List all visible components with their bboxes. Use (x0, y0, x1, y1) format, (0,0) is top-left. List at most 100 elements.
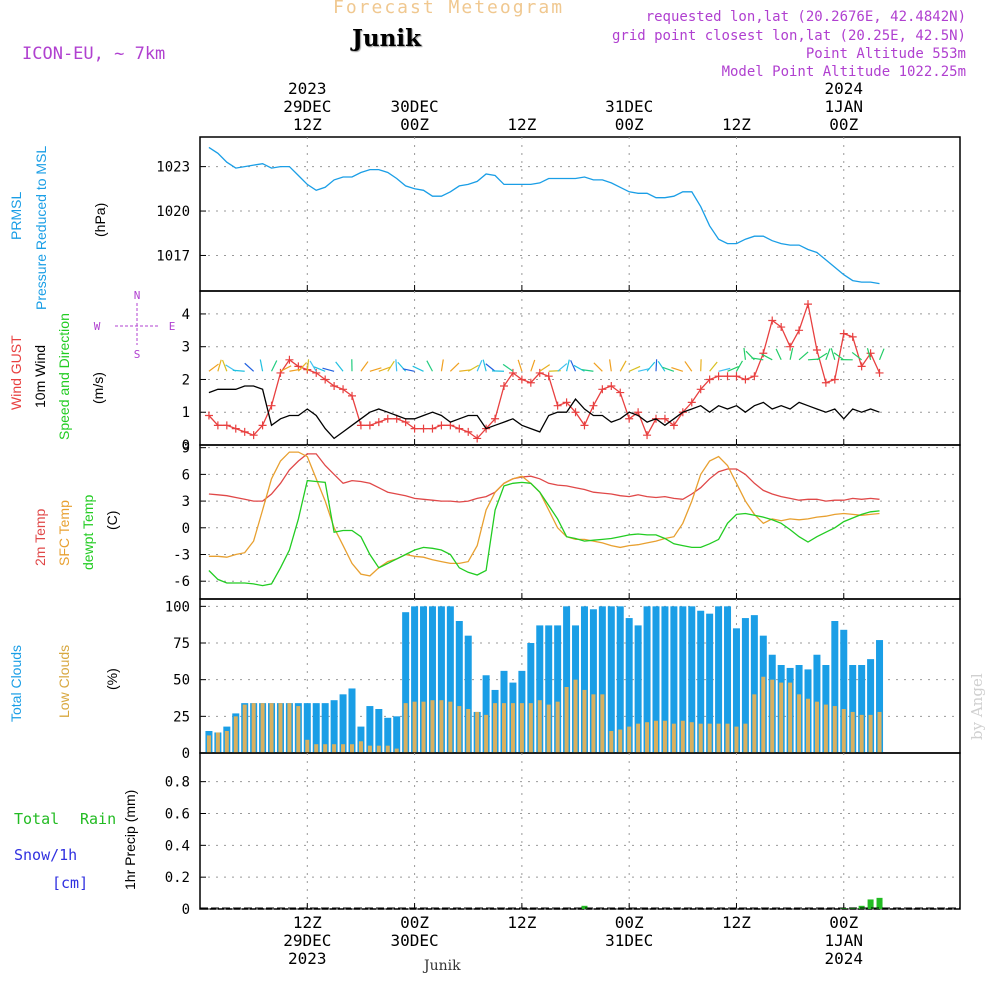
clouds-ytick-label: 50 (173, 673, 190, 689)
gust-marker (240, 427, 249, 436)
wind-arrow (830, 348, 836, 360)
footer-location: Junik (424, 958, 461, 974)
low-cloud-bar (242, 704, 247, 753)
temperature-ytick-label: 6 (182, 467, 190, 483)
wind-arrow (221, 359, 228, 372)
low-cloud-bar (278, 703, 283, 753)
low-cloud-bar (573, 679, 578, 753)
wind-arrow (335, 361, 344, 372)
total-cloud-bar (715, 606, 723, 753)
rain-bar (876, 897, 883, 909)
low-cloud-bar (233, 716, 238, 753)
bottom-time-label: 12Z (507, 913, 536, 932)
precip-ytick-label: 0.8 (165, 775, 190, 791)
gust-marker (705, 375, 714, 384)
wind-arrow (709, 361, 718, 372)
top-time-label: 29DEC (283, 97, 331, 116)
low-cloud-bar (519, 703, 524, 753)
rain-bar (858, 905, 865, 909)
gust-marker (455, 424, 464, 433)
top-time-label: 12Z (507, 115, 536, 134)
total-cloud-bar (670, 606, 678, 753)
low-cloud-bar (591, 694, 596, 753)
gust-marker (580, 421, 589, 430)
pressure-ytick-label: 1023 (156, 160, 190, 176)
total-cloud-bar (732, 628, 740, 753)
wind-arrow (566, 359, 570, 372)
low-cloud-bar (600, 694, 605, 753)
wind-arrow (530, 359, 536, 372)
low-cloud-bar (806, 698, 810, 753)
low-cloud-bar (251, 703, 256, 753)
temperature-series-2-line (208, 479, 880, 587)
total-cloud-bar (554, 625, 562, 753)
total-cloud-bar (366, 706, 374, 753)
wind-ytick-label: 1 (182, 405, 190, 421)
low-cloud-bar (484, 714, 489, 753)
location-title: Junik (352, 25, 421, 52)
top-time-label: 00Z (615, 115, 644, 134)
total-cloud-bar (536, 625, 544, 753)
low-cloud-bar (770, 679, 775, 753)
low-cloud-bar (636, 723, 641, 753)
gust-marker (500, 382, 508, 391)
low-cloud-bar (430, 700, 435, 753)
low-cloud-bar (662, 720, 667, 753)
wind-arrow (684, 361, 693, 372)
compass-rose (115, 303, 160, 345)
gust-marker (830, 375, 839, 384)
total-cloud-bar (616, 606, 624, 753)
temperature-ytick-label: 3 (182, 494, 190, 510)
low-cloud-bar (296, 706, 301, 753)
low-cloud-bar (752, 694, 757, 753)
bottom-time-label: 12Z (293, 913, 322, 932)
gust-marker (768, 316, 777, 325)
temperature-ytick-label: 0 (182, 521, 190, 537)
wind-arrow (789, 347, 794, 360)
total-cloud-bar (625, 618, 633, 753)
precip-ytick-label: 0 (182, 902, 190, 918)
rain-bar (867, 899, 874, 909)
wind-arrow (217, 359, 222, 372)
low-cloud-bar (609, 731, 614, 753)
clouds-ytick-label: 25 (173, 709, 190, 725)
precip-ytick-label: 0.4 (165, 838, 190, 854)
low-cloud-bar (627, 726, 632, 753)
bottom-time-label: 00Z (829, 913, 858, 932)
gust-marker (294, 362, 303, 371)
total-cloud-bar (348, 688, 356, 753)
pressure-ytick-label: 1017 (156, 248, 190, 264)
temperature-ytick-label: -6 (173, 574, 190, 590)
wind-ytick-label: 0 (182, 438, 190, 454)
wind-arrow (593, 362, 603, 372)
meteogram-title: Forecast Meteogram (333, 0, 565, 18)
bottom-time-label: 00Z (400, 913, 429, 932)
bottom-time-label: 2023 (288, 949, 327, 968)
low-cloud-bar (850, 711, 855, 753)
gust-marker (857, 362, 866, 371)
wind-ytick-label: 4 (182, 307, 190, 323)
bottom-time-label: 00Z (615, 913, 644, 932)
wind-arrow (517, 359, 523, 372)
wind-arrow (816, 352, 828, 361)
total-cloud-bar (321, 703, 329, 753)
pressure-series-0-line (208, 146, 880, 285)
low-cloud-bar (743, 723, 748, 753)
low-cloud-bar (555, 701, 560, 753)
wind-arrow (619, 360, 627, 372)
precip-frame (199, 752, 961, 910)
gust-marker (598, 385, 607, 394)
low-cloud-bar (394, 748, 399, 753)
total-cloud-bar (375, 709, 383, 753)
wind-arrow (743, 347, 747, 360)
bottom-time-label: 30DEC (391, 931, 439, 950)
total-cloud-bar (455, 621, 463, 753)
gust-marker (804, 300, 812, 309)
gust-marker (535, 368, 544, 377)
wind-arrow (397, 361, 407, 372)
top-time-label: 12Z (293, 115, 322, 134)
wind-arrow (662, 366, 675, 372)
total-cloud-bar (849, 665, 857, 753)
wind-arrow (775, 348, 782, 361)
clouds-ytick-label: 0 (182, 746, 190, 762)
